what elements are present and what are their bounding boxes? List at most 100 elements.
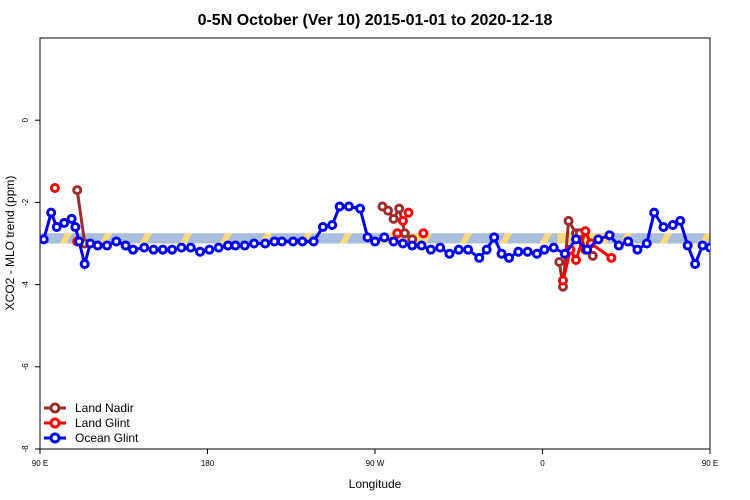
legend-entry: Ocean Glint xyxy=(44,431,139,445)
x-tick-label: 90 W xyxy=(366,459,385,468)
land-nadir-point xyxy=(554,256,565,267)
ocean-glint-point xyxy=(334,201,345,212)
legend-label: Land Glint xyxy=(75,416,130,430)
ocean-glint-point xyxy=(327,220,338,231)
ocean-glint-point xyxy=(204,244,215,255)
ocean-glint-point xyxy=(649,207,660,218)
ocean-glint-point xyxy=(582,244,593,255)
ocean-glint-point xyxy=(59,217,70,228)
x-tick-label: 180 xyxy=(201,459,215,468)
x-axis-label: Longitude xyxy=(349,477,402,491)
land-glint-point xyxy=(392,228,403,239)
land-nadir-point xyxy=(394,203,405,214)
x-tick-label: 90 E xyxy=(702,459,718,468)
ocean-glint-point xyxy=(504,252,514,263)
land-nadir-point xyxy=(587,250,598,261)
ocean-glint-point xyxy=(474,252,485,263)
legend-entry: Land Nadir xyxy=(44,401,134,415)
ocean-glint-point xyxy=(120,240,131,251)
legend-swatch-marker xyxy=(49,432,61,444)
ocean-glint-point xyxy=(444,248,455,259)
legend-swatch-marker xyxy=(49,417,61,429)
legend-label: Ocean Glint xyxy=(75,431,139,445)
land-glint-point xyxy=(606,252,617,263)
ocean-glint-point xyxy=(453,244,464,255)
ocean-glint-point xyxy=(481,244,492,255)
ocean-glint-point xyxy=(276,236,287,247)
ocean-glint-point xyxy=(407,240,418,251)
ocean-glint-point xyxy=(343,201,354,212)
ocean-glint-point xyxy=(167,244,178,255)
ocean-glint-point xyxy=(397,238,408,249)
ocean-glint-point xyxy=(370,236,380,247)
reference-band-highlight xyxy=(380,233,422,244)
y-tick-label: 0 xyxy=(21,117,30,122)
ocean-glint-point xyxy=(416,240,427,251)
ocean-glint-point xyxy=(128,244,139,255)
ocean-glint-point xyxy=(388,236,399,247)
x-tick-label: 90 E xyxy=(32,459,48,468)
ocean-glint-point xyxy=(513,246,524,257)
ocean-glint-point xyxy=(489,232,500,243)
ocean-glint-point xyxy=(79,259,90,270)
ocean-glint-point xyxy=(317,222,328,233)
legend-label: Land Nadir xyxy=(75,401,134,415)
ocean-glint-point xyxy=(157,244,168,255)
ocean-glint-point xyxy=(641,238,652,249)
land-glint-point xyxy=(403,207,414,218)
ocean-glint-point xyxy=(195,246,206,257)
ocean-glint-point xyxy=(46,207,57,218)
ocean-glint-point xyxy=(249,238,260,249)
land-glint-point xyxy=(571,254,581,265)
ocean-glint-point xyxy=(425,244,436,255)
ocean-glint-point xyxy=(531,248,542,259)
y-tick-label: -8 xyxy=(21,445,30,453)
ocean-glint-point xyxy=(185,242,196,253)
ocean-glint-point xyxy=(571,234,581,245)
ocean-glint-point xyxy=(111,236,122,247)
ocean-glint-point xyxy=(139,242,150,253)
ocean-glint-point xyxy=(613,240,624,251)
y-tick-label: -4 xyxy=(21,280,30,288)
ocean-glint-point xyxy=(623,236,634,247)
ocean-glint-point xyxy=(675,215,686,226)
ocean-glint-point xyxy=(690,259,701,270)
land-nadir-point xyxy=(72,185,83,196)
land-glint-point xyxy=(418,228,429,239)
ocean-glint-point xyxy=(85,238,96,249)
y-axis-label: XCO2 - MLO trend (ppm) xyxy=(3,176,17,311)
land-nadir-point xyxy=(563,215,574,226)
ocean-glint-point xyxy=(362,232,373,243)
ocean-glint-point xyxy=(463,244,474,255)
land-glint-point xyxy=(397,215,408,226)
y-tick-label: -2 xyxy=(21,198,30,206)
ocean-glint-point xyxy=(632,244,643,255)
land-nadir-point xyxy=(388,213,399,224)
ocean-glint-point xyxy=(705,242,710,253)
ocean-glint-point xyxy=(297,236,308,247)
ocean-glint-point xyxy=(593,234,604,245)
ocean-glint-point xyxy=(539,244,550,255)
land-glint-point xyxy=(49,183,60,194)
chart-title: 0-5N October (Ver 10) 2015-01-01 to 2020… xyxy=(198,12,553,29)
ocean-glint-point xyxy=(379,232,390,243)
ocean-glint-point xyxy=(260,238,271,249)
legend-swatch-marker xyxy=(49,402,61,414)
land-nadir-line xyxy=(75,189,87,244)
legend-entry: Land Glint xyxy=(44,416,130,430)
ocean-glint-point xyxy=(682,240,693,251)
ocean-glint-point xyxy=(92,240,103,251)
ocean-glint-point xyxy=(70,222,81,233)
y-tick-label: -6 xyxy=(21,363,30,371)
ocean-glint-point xyxy=(308,236,319,247)
x-tick-label: 0 xyxy=(540,459,545,468)
ocean-glint-point xyxy=(355,203,366,214)
ocean-glint-point xyxy=(148,244,159,255)
ocean-glint-point xyxy=(496,248,507,259)
ocean-glint-point xyxy=(604,230,615,241)
ocean-glint-point xyxy=(697,240,708,251)
ocean-glint-point xyxy=(559,248,570,259)
ocean-glint-point xyxy=(230,240,241,251)
